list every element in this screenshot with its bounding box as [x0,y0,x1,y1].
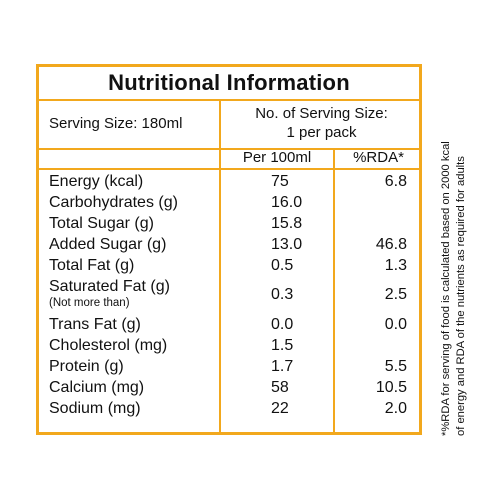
rda-footnote: *%RDA for serving of food is calculated … [432,64,476,436]
column-header-row: Per 100ml %RDA* [39,148,419,170]
nutrient-name: Calcium (mg) [49,379,145,396]
serving-size: Serving Size: 180ml [49,115,183,132]
per100-value: 16.0 [271,194,303,211]
per100-value: 0.3 [271,286,294,303]
nutrient-name: Added Sugar (g) [49,236,167,253]
rda-value: 5.5 [384,358,407,375]
column-header-rda: %RDA* [333,148,422,168]
table-row: Trans Fat (g) 0.0 0.0 [39,314,419,335]
table-row: Saturated Fat (g) (Not more than) 0.3 2.… [39,276,419,314]
rda-value: 10.5 [375,379,407,396]
column-divider-2 [333,168,335,432]
rda-value: 46.8 [375,236,407,253]
footnote-line-1: *%RDA for serving of food is calculated … [440,141,452,436]
table-row: Total Sugar (g) 15.8 [39,213,419,234]
nutrient-name: Energy (kcal) [49,173,144,190]
table-row: Protein (g) 1.7 5.5 [39,356,419,377]
serving-row: Serving Size: 180ml No. of Serving Size:… [39,99,419,150]
per100-value: 13.0 [271,236,303,253]
servings-line-2: 1 per pack [286,124,357,141]
per100-value: 15.8 [271,215,303,232]
footnote-line-2: of energy and RDA of the nutrients as re… [455,156,467,436]
servings-per-pack: No. of Serving Size: 1 per pack [219,99,422,148]
per100-value: 0.5 [271,257,294,274]
table-row: Cholesterol (mg) 1.5 [39,335,419,356]
table-row: Total Fat (g) 0.5 1.3 [39,255,419,276]
nutrient-name: Protein (g) [49,358,124,375]
nutrient-name: Cholesterol (mg) [49,337,168,354]
rda-value: 0.0 [384,316,407,333]
per100-value: 75 [271,173,289,190]
rda-value: 2.0 [384,400,407,417]
rda-value: 2.5 [384,286,407,303]
nutrition-panel: Nutritional Information Serving Size: 18… [36,64,422,435]
table-row: Calcium (mg) 58 10.5 [39,377,419,398]
nutrient-note: (Not more than) [49,297,130,309]
column-divider-1 [219,168,221,432]
table-row: Energy (kcal) 75 6.8 [39,171,419,192]
nutrient-name: Sodium (mg) [49,400,141,417]
nutrient-table: Energy (kcal) 75 6.8 Carbohydrates (g) 1… [39,171,419,419]
nutrient-name: Trans Fat (g) [49,316,141,333]
nutrient-name: Carbohydrates (g) [49,194,178,211]
per100-value: 0.0 [271,316,294,333]
per100-value: 1.7 [271,358,294,375]
table-row: Added Sugar (g) 13.0 46.8 [39,234,419,255]
nutrient-name: Saturated Fat (g) [49,278,170,295]
per100-value: 58 [271,379,289,396]
nutrient-name: Total Sugar (g) [49,215,154,232]
table-row: Sodium (mg) 22 2.0 [39,398,419,419]
column-header-per100: Per 100ml [219,148,333,168]
servings-line-1: No. of Serving Size: [255,105,388,122]
rda-value: 1.3 [384,257,407,274]
nutrient-name: Total Fat (g) [49,257,135,274]
panel-title: Nutritional Information [39,67,419,101]
per100-value: 22 [271,400,289,417]
table-row: Carbohydrates (g) 16.0 [39,192,419,213]
rda-value: 6.8 [384,173,407,190]
per100-value: 1.5 [271,337,294,354]
